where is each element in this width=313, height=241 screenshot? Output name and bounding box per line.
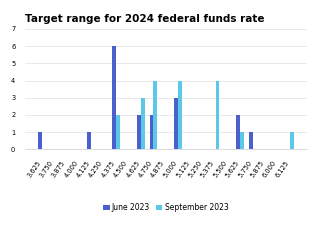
- Bar: [112, 46, 116, 149]
- Legend: June 2023, September 2023: June 2023, September 2023: [100, 200, 231, 215]
- Text: Target range for 2024 federal funds rate: Target range for 2024 federal funds rate: [25, 14, 264, 24]
- Bar: [236, 115, 240, 149]
- Bar: [240, 132, 244, 149]
- Bar: [116, 115, 120, 149]
- Bar: [174, 98, 178, 149]
- Bar: [290, 132, 294, 149]
- Bar: [153, 80, 157, 149]
- Bar: [87, 132, 91, 149]
- Bar: [150, 115, 153, 149]
- Bar: [137, 115, 141, 149]
- Bar: [178, 80, 182, 149]
- Bar: [141, 98, 145, 149]
- Bar: [216, 80, 219, 149]
- Bar: [38, 132, 42, 149]
- Bar: [249, 132, 253, 149]
